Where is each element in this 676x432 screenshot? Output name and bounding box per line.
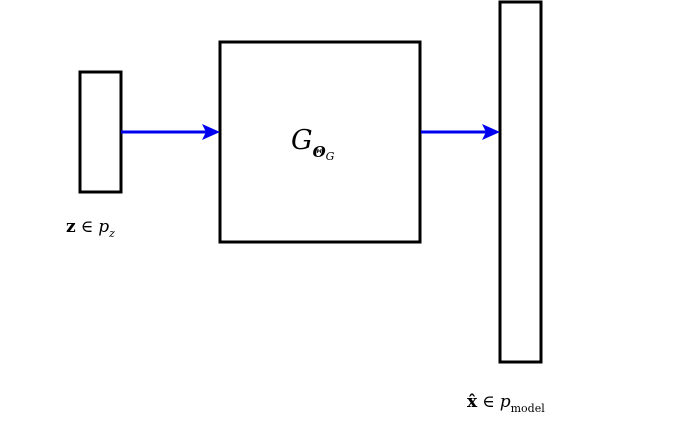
output-symbol: x̂ [467, 392, 478, 412]
output-subscript: model [511, 402, 546, 415]
generator-subsubscript: G [326, 150, 335, 163]
arrow-input-to-generator [121, 124, 220, 140]
latent-vector-box [78, 70, 123, 194]
output-label: x̂ ∈ pmodel [467, 392, 545, 415]
output-relation: ∈ [482, 392, 495, 412]
arrow-generator-to-output [421, 124, 500, 140]
input-relation: ∈ [81, 217, 94, 237]
generator-subscript: Θ [313, 143, 326, 161]
generator-box [218, 40, 422, 244]
generator-label: GΘG [291, 125, 335, 163]
input-label: z ∈ pz [66, 217, 115, 240]
output-distribution: p [500, 392, 511, 412]
input-symbol: z [66, 217, 76, 237]
input-subscript: z [108, 227, 115, 240]
input-distribution: p [98, 217, 109, 237]
generator-symbol: G [291, 125, 313, 156]
output-vector-box [498, 0, 543, 364]
